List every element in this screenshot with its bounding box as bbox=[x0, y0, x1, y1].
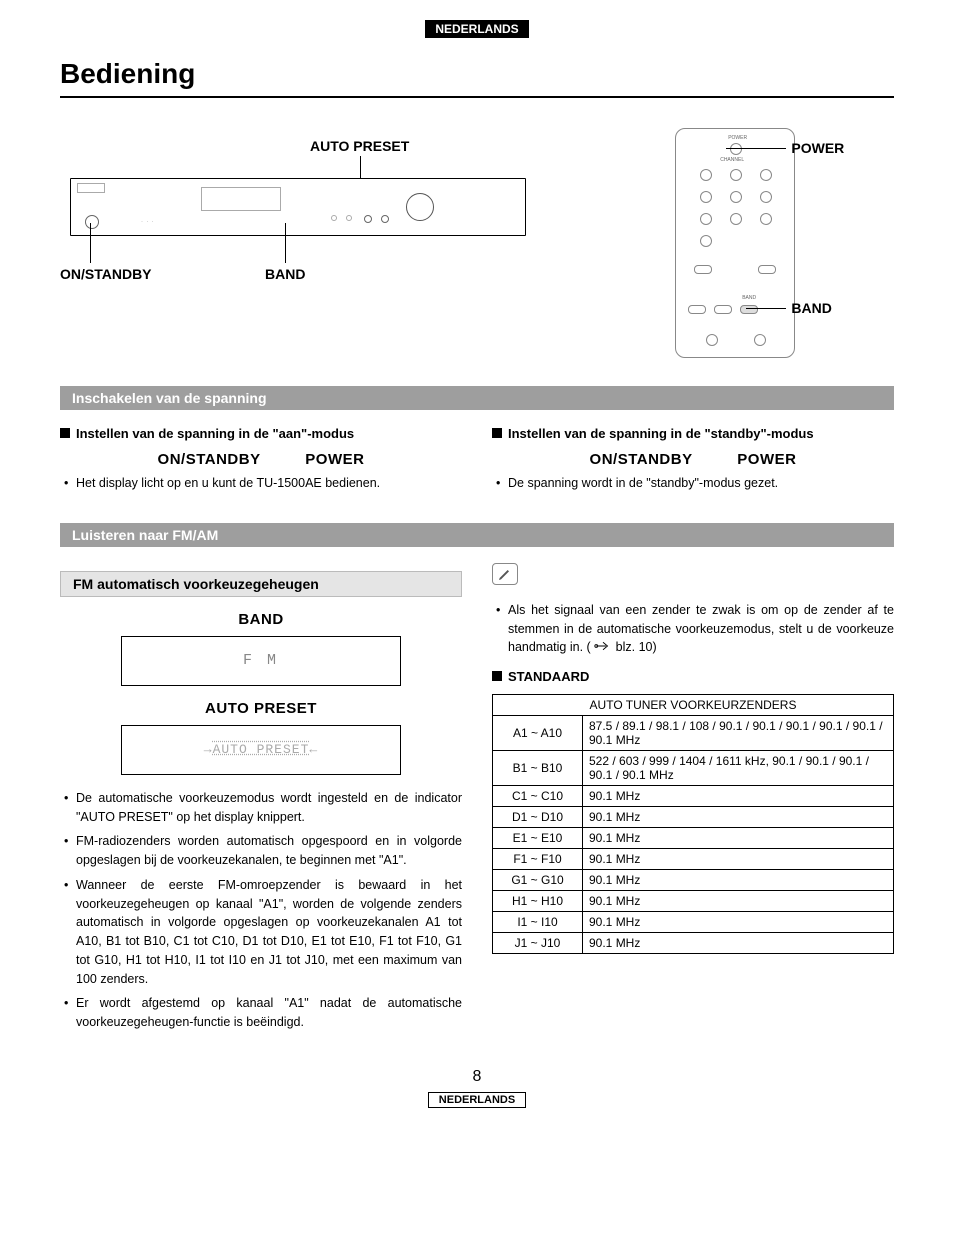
note-bullets: Als het signaal van een zender te zwak i… bbox=[492, 601, 894, 658]
language-badge-bottom: NEDERLANDS bbox=[60, 1090, 894, 1108]
table-cell-range: B1 ~ B10 bbox=[493, 751, 583, 786]
table-row: D1 ~ D1090.1 MHz bbox=[493, 807, 894, 828]
table-cell-range: G1 ~ G10 bbox=[493, 870, 583, 891]
section-bar-power: Inschakelen van de spanning bbox=[60, 386, 894, 410]
pencil-icon bbox=[497, 566, 513, 582]
table-cell-value: 90.1 MHz bbox=[583, 870, 894, 891]
table-cell-value: 90.1 MHz bbox=[583, 849, 894, 870]
autopreset-label: AUTO PRESET bbox=[60, 700, 462, 717]
callout-line bbox=[726, 148, 786, 149]
fmam-columns: FM automatisch voorkeuzegeheugen BAND F … bbox=[60, 563, 894, 1038]
callout-line bbox=[285, 223, 286, 263]
language-badge-text: NEDERLANDS bbox=[425, 20, 528, 38]
autopreset-bullets: De automatische voorkeuzemodus wordt ing… bbox=[60, 789, 462, 1032]
controls-row-right: ON/STANDBY POWER bbox=[492, 451, 894, 468]
table-cell-value: 87.5 / 89.1 / 98.1 / 108 / 90.1 / 90.1 /… bbox=[583, 716, 894, 751]
table-cell-range: J1 ~ J10 bbox=[493, 933, 583, 954]
table-cell-value: 90.1 MHz bbox=[583, 828, 894, 849]
table-cell-range: C1 ~ C10 bbox=[493, 786, 583, 807]
note-bullet: Als het signaal van een zender te zwak i… bbox=[496, 601, 894, 658]
table-cell-range: F1 ~ F10 bbox=[493, 849, 583, 870]
bullets-left: Het display licht op en u kunt de TU-150… bbox=[60, 474, 462, 493]
subhead-standby-text: Instellen van de spanning in de "standby… bbox=[508, 426, 814, 441]
remote-diagram: POWER CHANNEL BAND POWER bbox=[576, 128, 894, 358]
diagram-row: AUTO PRESET · · · ON/STANDBY BAND POWER … bbox=[60, 128, 894, 358]
col-notes-table: Als het signaal van een zender te zwak i… bbox=[492, 563, 894, 1038]
remote-illustration: POWER CHANNEL BAND bbox=[675, 128, 795, 358]
subhead-aan-text: Instellen van de spanning in de "aan"-mo… bbox=[76, 426, 354, 441]
table-row: B1 ~ B10522 / 603 / 999 / 1404 / 1611 kH… bbox=[493, 751, 894, 786]
table-cell-value: 90.1 MHz bbox=[583, 933, 894, 954]
table-cell-value: 90.1 MHz bbox=[583, 786, 894, 807]
display-fm-text: F M bbox=[243, 652, 279, 669]
table-row: A1 ~ A1087.5 / 89.1 / 98.1 / 108 / 90.1 … bbox=[493, 716, 894, 751]
col-aan-modus: Instellen van de spanning in de "aan"-mo… bbox=[60, 426, 462, 499]
ap-bullet-1: FM-radiozenders worden automatisch opges… bbox=[64, 832, 462, 870]
table-cell-range: H1 ~ H10 bbox=[493, 891, 583, 912]
control-onstandby-r: ON/STANDBY bbox=[590, 451, 693, 468]
bullet-right-1: De spanning wordt in de "standby"-modus … bbox=[496, 474, 894, 493]
front-panel-diagram: AUTO PRESET · · · ON/STANDBY BAND bbox=[60, 128, 536, 286]
preset-table: AUTO TUNER VOORKEURZENDERS A1 ~ A1087.5 … bbox=[492, 694, 894, 954]
table-row: F1 ~ F1090.1 MHz bbox=[493, 849, 894, 870]
label-auto-preset: AUTO PRESET bbox=[310, 138, 409, 154]
callout-line bbox=[90, 223, 91, 263]
subsection-bar: FM automatisch voorkeuzegeheugen bbox=[60, 571, 462, 597]
hand-pointer-icon bbox=[594, 639, 612, 658]
control-power: POWER bbox=[305, 451, 364, 468]
subhead-aan: Instellen van de spanning in de "aan"-mo… bbox=[60, 426, 462, 441]
table-row: C1 ~ C1090.1 MHz bbox=[493, 786, 894, 807]
table-cell-range: A1 ~ A10 bbox=[493, 716, 583, 751]
col-fm-auto: FM automatisch voorkeuzegeheugen BAND F … bbox=[60, 563, 462, 1038]
ap-bullet-2: Wanneer de eerste FM-omroepzender is bew… bbox=[64, 876, 462, 989]
bullet-left-1: Het display licht op en u kunt de TU-150… bbox=[64, 474, 462, 493]
section-bar-fmam: Luisteren naar FM/AM bbox=[60, 523, 894, 547]
standaard-text: STANDAARD bbox=[508, 669, 589, 684]
table-header: AUTO TUNER VOORKEURZENDERS bbox=[493, 695, 894, 716]
table-row: E1 ~ E1090.1 MHz bbox=[493, 828, 894, 849]
table-cell-value: 522 / 603 / 999 / 1404 / 1611 kHz, 90.1 … bbox=[583, 751, 894, 786]
square-bullet-icon bbox=[60, 428, 70, 438]
ap-bullet-0: De automatische voorkeuzemodus wordt ing… bbox=[64, 789, 462, 827]
bullets-right: De spanning wordt in de "standby"-modus … bbox=[492, 474, 894, 493]
controls-row-left: ON/STANDBY POWER bbox=[60, 451, 462, 468]
col-standby-modus: Instellen van de spanning in de "standby… bbox=[492, 426, 894, 499]
square-bullet-icon bbox=[492, 671, 502, 681]
language-badge-top: NEDERLANDS bbox=[60, 20, 894, 38]
page-title: Bediening bbox=[60, 58, 894, 98]
table-row: G1 ~ G1090.1 MHz bbox=[493, 870, 894, 891]
control-onstandby: ON/STANDBY bbox=[158, 451, 261, 468]
table-row: J1 ~ J1090.1 MHz bbox=[493, 933, 894, 954]
label-band: BAND bbox=[265, 266, 305, 282]
table-cell-range: D1 ~ D10 bbox=[493, 807, 583, 828]
label-remote-band: BAND bbox=[791, 300, 831, 316]
front-panel-illustration: · · · bbox=[70, 178, 526, 236]
display-autopreset: →AUTO PRESET← bbox=[121, 725, 401, 775]
label-remote-power: POWER bbox=[791, 140, 844, 156]
control-power-r: POWER bbox=[737, 451, 796, 468]
band-label: BAND bbox=[60, 611, 462, 628]
callout-line bbox=[746, 308, 786, 309]
table-cell-value: 90.1 MHz bbox=[583, 912, 894, 933]
subhead-standby: Instellen van de spanning in de "standby… bbox=[492, 426, 894, 441]
power-columns: Instellen van de spanning in de "aan"-mo… bbox=[60, 426, 894, 499]
note-ref: blz. 10) bbox=[616, 640, 657, 654]
preset-tbody: A1 ~ A1087.5 / 89.1 / 98.1 / 108 / 90.1 … bbox=[493, 716, 894, 954]
table-cell-value: 90.1 MHz bbox=[583, 891, 894, 912]
label-on-standby: ON/STANDBY bbox=[60, 266, 152, 282]
standaard-head: STANDAARD bbox=[492, 669, 894, 684]
table-cell-range: E1 ~ E10 bbox=[493, 828, 583, 849]
display-autopreset-text: AUTO PRESET bbox=[213, 742, 310, 757]
table-row: I1 ~ I1090.1 MHz bbox=[493, 912, 894, 933]
table-cell-value: 90.1 MHz bbox=[583, 807, 894, 828]
pencil-note-icon bbox=[492, 563, 518, 585]
page-number: 8 bbox=[60, 1068, 894, 1086]
table-row: H1 ~ H1090.1 MHz bbox=[493, 891, 894, 912]
ap-bullet-3: Er wordt afgestemd op kanaal "A1" nadat … bbox=[64, 994, 462, 1032]
note-text: Als het signaal van een zender te zwak i… bbox=[508, 603, 894, 655]
display-fm: F M bbox=[121, 636, 401, 686]
language-badge-bottom-text: NEDERLANDS bbox=[428, 1092, 526, 1108]
square-bullet-icon bbox=[492, 428, 502, 438]
table-cell-range: I1 ~ I10 bbox=[493, 912, 583, 933]
